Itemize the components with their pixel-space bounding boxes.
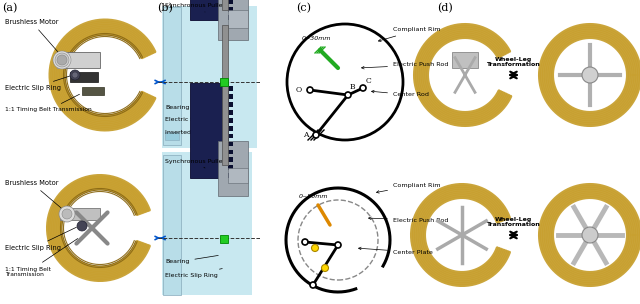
Text: Compliant Rim: Compliant Rim xyxy=(378,27,440,42)
Text: Electric Slip Ring: Electric Slip Ring xyxy=(5,76,70,91)
Bar xyxy=(70,72,98,82)
Bar xyxy=(228,134,233,138)
Bar xyxy=(228,94,233,99)
Bar xyxy=(452,52,478,68)
Bar xyxy=(162,152,252,295)
Circle shape xyxy=(57,55,67,65)
Bar xyxy=(163,7,181,145)
Text: (b): (b) xyxy=(157,3,173,13)
Bar xyxy=(220,78,228,86)
Text: Center Rod: Center Rod xyxy=(372,90,429,98)
Bar xyxy=(218,0,248,40)
Bar xyxy=(163,155,181,295)
Text: O: O xyxy=(296,86,302,94)
Text: Electric Push Rod: Electric Push Rod xyxy=(369,217,449,223)
Bar xyxy=(228,102,233,107)
Circle shape xyxy=(582,67,598,83)
Circle shape xyxy=(582,227,598,243)
Text: Brushless Motor: Brushless Motor xyxy=(5,19,63,58)
Bar xyxy=(228,0,233,4)
Bar xyxy=(222,25,228,165)
Text: Inserted Pin: Inserted Pin xyxy=(165,126,215,136)
Text: (d): (d) xyxy=(437,3,452,13)
Bar xyxy=(190,83,228,178)
Bar xyxy=(165,132,179,140)
Text: Brushless Motor: Brushless Motor xyxy=(5,180,65,211)
Circle shape xyxy=(53,51,71,69)
Circle shape xyxy=(77,221,87,231)
Circle shape xyxy=(62,209,72,219)
Text: Compliant Rim: Compliant Rim xyxy=(376,182,440,193)
Bar xyxy=(57,52,65,68)
Text: (a): (a) xyxy=(2,3,17,13)
Text: A: A xyxy=(303,131,309,139)
Text: B: B xyxy=(350,83,356,91)
Bar xyxy=(220,235,228,243)
Circle shape xyxy=(72,72,78,78)
Text: Electric Slip Ring: Electric Slip Ring xyxy=(165,268,222,278)
Bar xyxy=(228,157,233,162)
Circle shape xyxy=(335,242,341,248)
Text: C: C xyxy=(366,77,372,85)
Text: Wheel-Leg
Transformation: Wheel-Leg Transformation xyxy=(486,216,540,227)
Circle shape xyxy=(312,244,319,251)
Text: Center Plate: Center Plate xyxy=(358,247,433,254)
Bar xyxy=(162,6,257,148)
Text: Synchronous Pulley: Synchronous Pulley xyxy=(165,160,227,168)
Circle shape xyxy=(55,53,69,67)
Text: Wheel-Leg
Transformation: Wheel-Leg Transformation xyxy=(486,57,540,67)
Text: 0~50mm: 0~50mm xyxy=(298,195,328,199)
Circle shape xyxy=(70,70,80,80)
Bar xyxy=(228,142,233,146)
Bar xyxy=(190,0,228,20)
Circle shape xyxy=(360,85,366,91)
Bar xyxy=(228,86,233,91)
Circle shape xyxy=(59,206,75,222)
Text: 0~30mm: 0~30mm xyxy=(301,36,331,40)
Text: Electric Push Rod: Electric Push Rod xyxy=(362,63,449,69)
Bar xyxy=(228,168,248,183)
Text: Bearing: Bearing xyxy=(165,101,218,110)
Bar xyxy=(228,7,233,12)
Bar xyxy=(228,110,233,115)
Circle shape xyxy=(307,87,313,93)
Circle shape xyxy=(321,264,328,271)
Bar xyxy=(228,150,233,154)
Bar xyxy=(228,173,233,178)
Circle shape xyxy=(302,239,308,245)
Text: Electric Slip Ring: Electric Slip Ring xyxy=(165,114,222,123)
Bar xyxy=(228,118,233,123)
Bar xyxy=(228,126,233,130)
Bar xyxy=(228,10,248,28)
Text: 1:1 Timing Belt
Transmission: 1:1 Timing Belt Transmission xyxy=(5,239,77,277)
Text: Synchronous Pulley: Synchronous Pulley xyxy=(165,2,227,12)
Text: Bearing: Bearing xyxy=(165,255,218,264)
Circle shape xyxy=(310,282,316,288)
Circle shape xyxy=(313,132,319,138)
Bar xyxy=(60,208,100,220)
Bar xyxy=(222,0,228,10)
Text: (c): (c) xyxy=(296,3,311,13)
Circle shape xyxy=(345,92,351,98)
Bar xyxy=(228,15,233,20)
Bar xyxy=(82,87,104,95)
Text: 1:1 Timing Belt Transmission: 1:1 Timing Belt Transmission xyxy=(5,94,92,112)
Bar xyxy=(218,141,248,196)
Bar xyxy=(228,165,233,170)
Bar xyxy=(62,52,100,68)
Text: Electric Slip Ring: Electric Slip Ring xyxy=(5,227,77,251)
